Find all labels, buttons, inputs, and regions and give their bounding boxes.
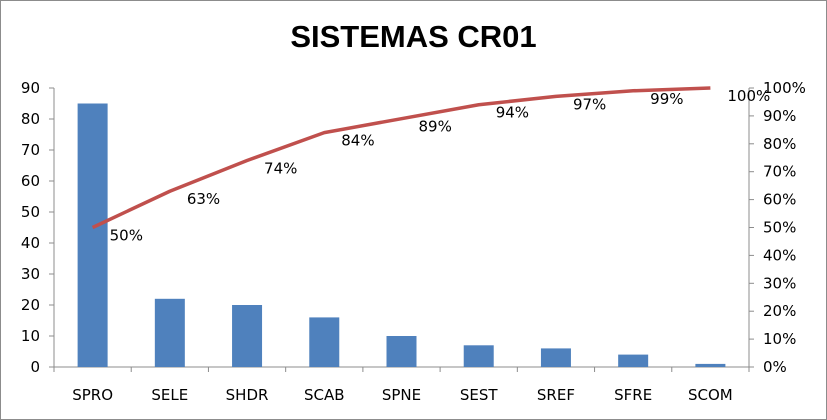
x-tick-label: SEST <box>460 386 499 404</box>
right-tick-label: 70% <box>763 163 796 181</box>
right-tick-label: 20% <box>763 302 796 320</box>
bar <box>618 354 649 367</box>
left-tick-label: 30 <box>21 265 40 283</box>
data-label: 63% <box>187 190 220 208</box>
right-tick-label: 50% <box>763 219 796 237</box>
left-tick-label: 50 <box>21 203 40 221</box>
left-tick-label: 40 <box>21 234 40 252</box>
data-label: 100% <box>727 87 770 105</box>
left-tick-label: 90 <box>21 79 40 97</box>
data-label: 99% <box>650 90 683 108</box>
data-label: 94% <box>496 104 529 122</box>
left-tick-label: 60 <box>21 172 40 190</box>
data-label: 74% <box>264 160 297 178</box>
bars <box>77 103 726 367</box>
x-tick-label: SCAB <box>304 386 345 404</box>
data-label: 84% <box>341 132 374 150</box>
right-tick-label: 30% <box>763 274 796 292</box>
right-tick-label: 40% <box>763 246 796 264</box>
data-label: 89% <box>419 118 452 136</box>
cumulative-line-path <box>91 86 711 230</box>
left-tick-label: 20 <box>21 296 40 314</box>
bar <box>309 317 340 367</box>
x-tick-label: SELE <box>151 386 188 404</box>
left-tick-label: 0 <box>30 358 40 376</box>
right-tick-label: 0% <box>763 358 787 376</box>
labels: 50% 63% 74% 84% 89% 94% 97% 99% 100% <box>110 87 771 245</box>
bar <box>463 345 494 367</box>
chart-title: SISTEMAS CR01 <box>290 19 537 54</box>
x-tick-label: SFRE <box>614 386 652 404</box>
right-tick-label: 60% <box>763 191 796 209</box>
bar <box>540 348 571 367</box>
bar <box>77 103 108 367</box>
bar <box>232 305 263 367</box>
bar <box>386 336 417 367</box>
bar <box>695 363 726 367</box>
right-tick-label: 80% <box>763 135 796 153</box>
x-tick-label: SREF <box>537 386 575 404</box>
right-tick-label: 10% <box>763 330 796 348</box>
data-label: 97% <box>573 95 606 113</box>
x-tick-label: SHDR <box>226 386 269 404</box>
left-tick-label: 10 <box>21 327 40 345</box>
cumulative-line <box>91 86 711 230</box>
x-tick-label: SCOM <box>688 386 733 404</box>
bar <box>154 298 185 367</box>
right-tick-label: 100% <box>763 79 806 97</box>
left-tick-label: 80 <box>21 110 40 128</box>
right-tick-label: 90% <box>763 107 796 125</box>
x-tick-label: SPNE <box>382 386 421 404</box>
left-tick-label: 70 <box>21 141 40 159</box>
x-tick-label: SPRO <box>72 386 113 404</box>
data-label: 50% <box>110 227 143 245</box>
